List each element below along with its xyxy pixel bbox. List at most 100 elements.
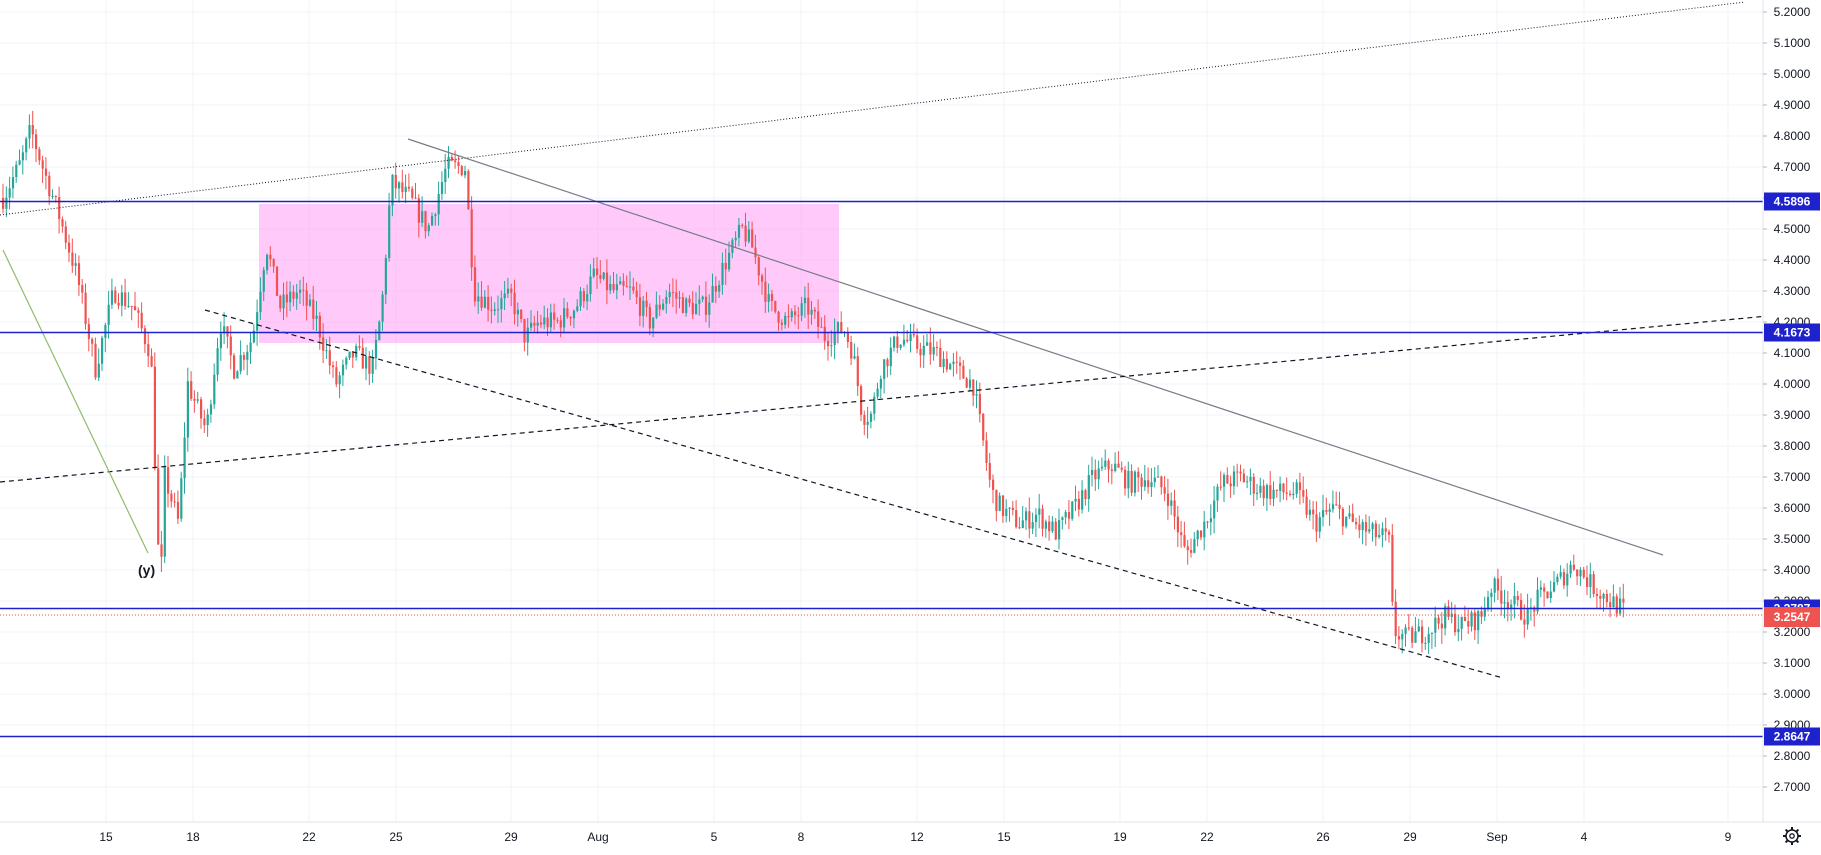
- rising-dashed-trendline[interactable]: [0, 310, 1821, 483]
- wave-green-line[interactable]: [2, 249, 149, 554]
- candle-body: [942, 358, 945, 367]
- candle-body: [275, 266, 279, 296]
- upper-dotted-trendline[interactable]: [0, 1, 1746, 216]
- candle-body: [916, 335, 919, 350]
- candle-body: [1226, 474, 1229, 484]
- candle-body: [530, 322, 533, 328]
- candle-body: [754, 247, 757, 258]
- candle-body: [784, 315, 787, 325]
- candle-body: [130, 305, 133, 307]
- candle-body: [698, 299, 701, 304]
- candle-body: [1150, 482, 1153, 488]
- time-axis[interactable]: [0, 822, 1763, 850]
- candle-body: [1506, 602, 1509, 609]
- candle-body: [447, 156, 450, 169]
- candle-body: [404, 186, 407, 192]
- candle-body: [1483, 609, 1486, 617]
- candle-body: [876, 388, 879, 397]
- candle-body: [827, 341, 830, 347]
- candle-body: [1160, 476, 1163, 488]
- candle-body: [1031, 522, 1034, 529]
- candle-body: [28, 125, 31, 139]
- candle-body: [1025, 511, 1028, 521]
- y-tick-label: 5.1000: [1774, 36, 1811, 50]
- candle-body: [724, 262, 727, 270]
- candle-body: [1143, 480, 1146, 487]
- candle-body: [226, 326, 229, 337]
- candle-body: [744, 225, 747, 242]
- candle-body: [25, 138, 28, 153]
- candle-body: [5, 197, 8, 209]
- candle-body: [58, 196, 61, 220]
- candle-body: [338, 375, 341, 385]
- candle-body: [1490, 592, 1493, 597]
- candle-body: [638, 297, 642, 316]
- candle-body: [1559, 572, 1562, 577]
- candle-body: [318, 315, 321, 338]
- price-axis[interactable]: [1763, 0, 1821, 822]
- x-tick-label: 8: [798, 830, 805, 844]
- candle-body: [774, 300, 777, 312]
- candle-body: [632, 286, 635, 291]
- candle-body: [1599, 595, 1602, 599]
- candle-body: [549, 312, 552, 328]
- candle-body: [1487, 596, 1490, 610]
- descending-trendline[interactable]: [407, 138, 1664, 556]
- candle-body: [266, 254, 269, 271]
- candle-body: [358, 346, 361, 348]
- drawings[interactable]: [0, 1, 1821, 679]
- candle-body: [341, 364, 345, 376]
- candle-body: [992, 479, 995, 491]
- candle-body: [1496, 578, 1500, 591]
- candle-body: [157, 468, 160, 545]
- candle-body: [355, 346, 358, 358]
- candle-body: [1328, 509, 1331, 512]
- candle-body: [1609, 602, 1612, 607]
- candle-body: [1351, 513, 1354, 522]
- candle-body: [1612, 596, 1615, 607]
- candle-body: [1401, 633, 1404, 640]
- candle-body: [873, 396, 876, 414]
- candle-body: [137, 310, 140, 313]
- level-label-text: 2.8647: [1774, 730, 1811, 744]
- candle-body: [695, 303, 698, 315]
- candle-body: [533, 322, 536, 326]
- candle-body: [1312, 509, 1315, 515]
- candle-body: [556, 319, 559, 321]
- candle-body: [1523, 619, 1526, 625]
- candle-body: [513, 292, 516, 315]
- candle-body: [546, 317, 549, 328]
- candle-body: [718, 284, 721, 292]
- x-tick-label: 15: [997, 830, 1011, 844]
- candle-body: [665, 296, 668, 304]
- candle-body: [1404, 627, 1407, 634]
- candle-body: [1048, 521, 1051, 532]
- candle-body: [1262, 485, 1265, 499]
- candle-body: [351, 351, 354, 358]
- candle-body: [1473, 612, 1476, 631]
- candle-body: [1114, 463, 1117, 471]
- candle-body: [678, 297, 681, 299]
- gear-icon[interactable]: [1783, 827, 1801, 845]
- candle-body: [473, 267, 477, 302]
- candle-body: [1371, 523, 1374, 530]
- y-tick-label: 4.9000: [1774, 98, 1811, 112]
- candle-body: [1157, 476, 1160, 478]
- candle-body: [124, 292, 127, 307]
- candle-body: [1275, 489, 1278, 491]
- candle-body: [1493, 578, 1496, 593]
- candle-body: [233, 355, 236, 379]
- horizontal-levels[interactable]: [0, 200, 1763, 738]
- candle-body: [219, 333, 222, 349]
- candle-body: [325, 350, 328, 352]
- x-tick-label: 15: [99, 830, 113, 844]
- candle-body: [1348, 513, 1351, 517]
- candle-body: [553, 312, 556, 320]
- candle-body: [625, 285, 628, 287]
- candle-body: [94, 343, 97, 378]
- candle-body: [1470, 612, 1473, 627]
- candle-body: [869, 413, 873, 422]
- x-tick-label: 18: [186, 830, 200, 844]
